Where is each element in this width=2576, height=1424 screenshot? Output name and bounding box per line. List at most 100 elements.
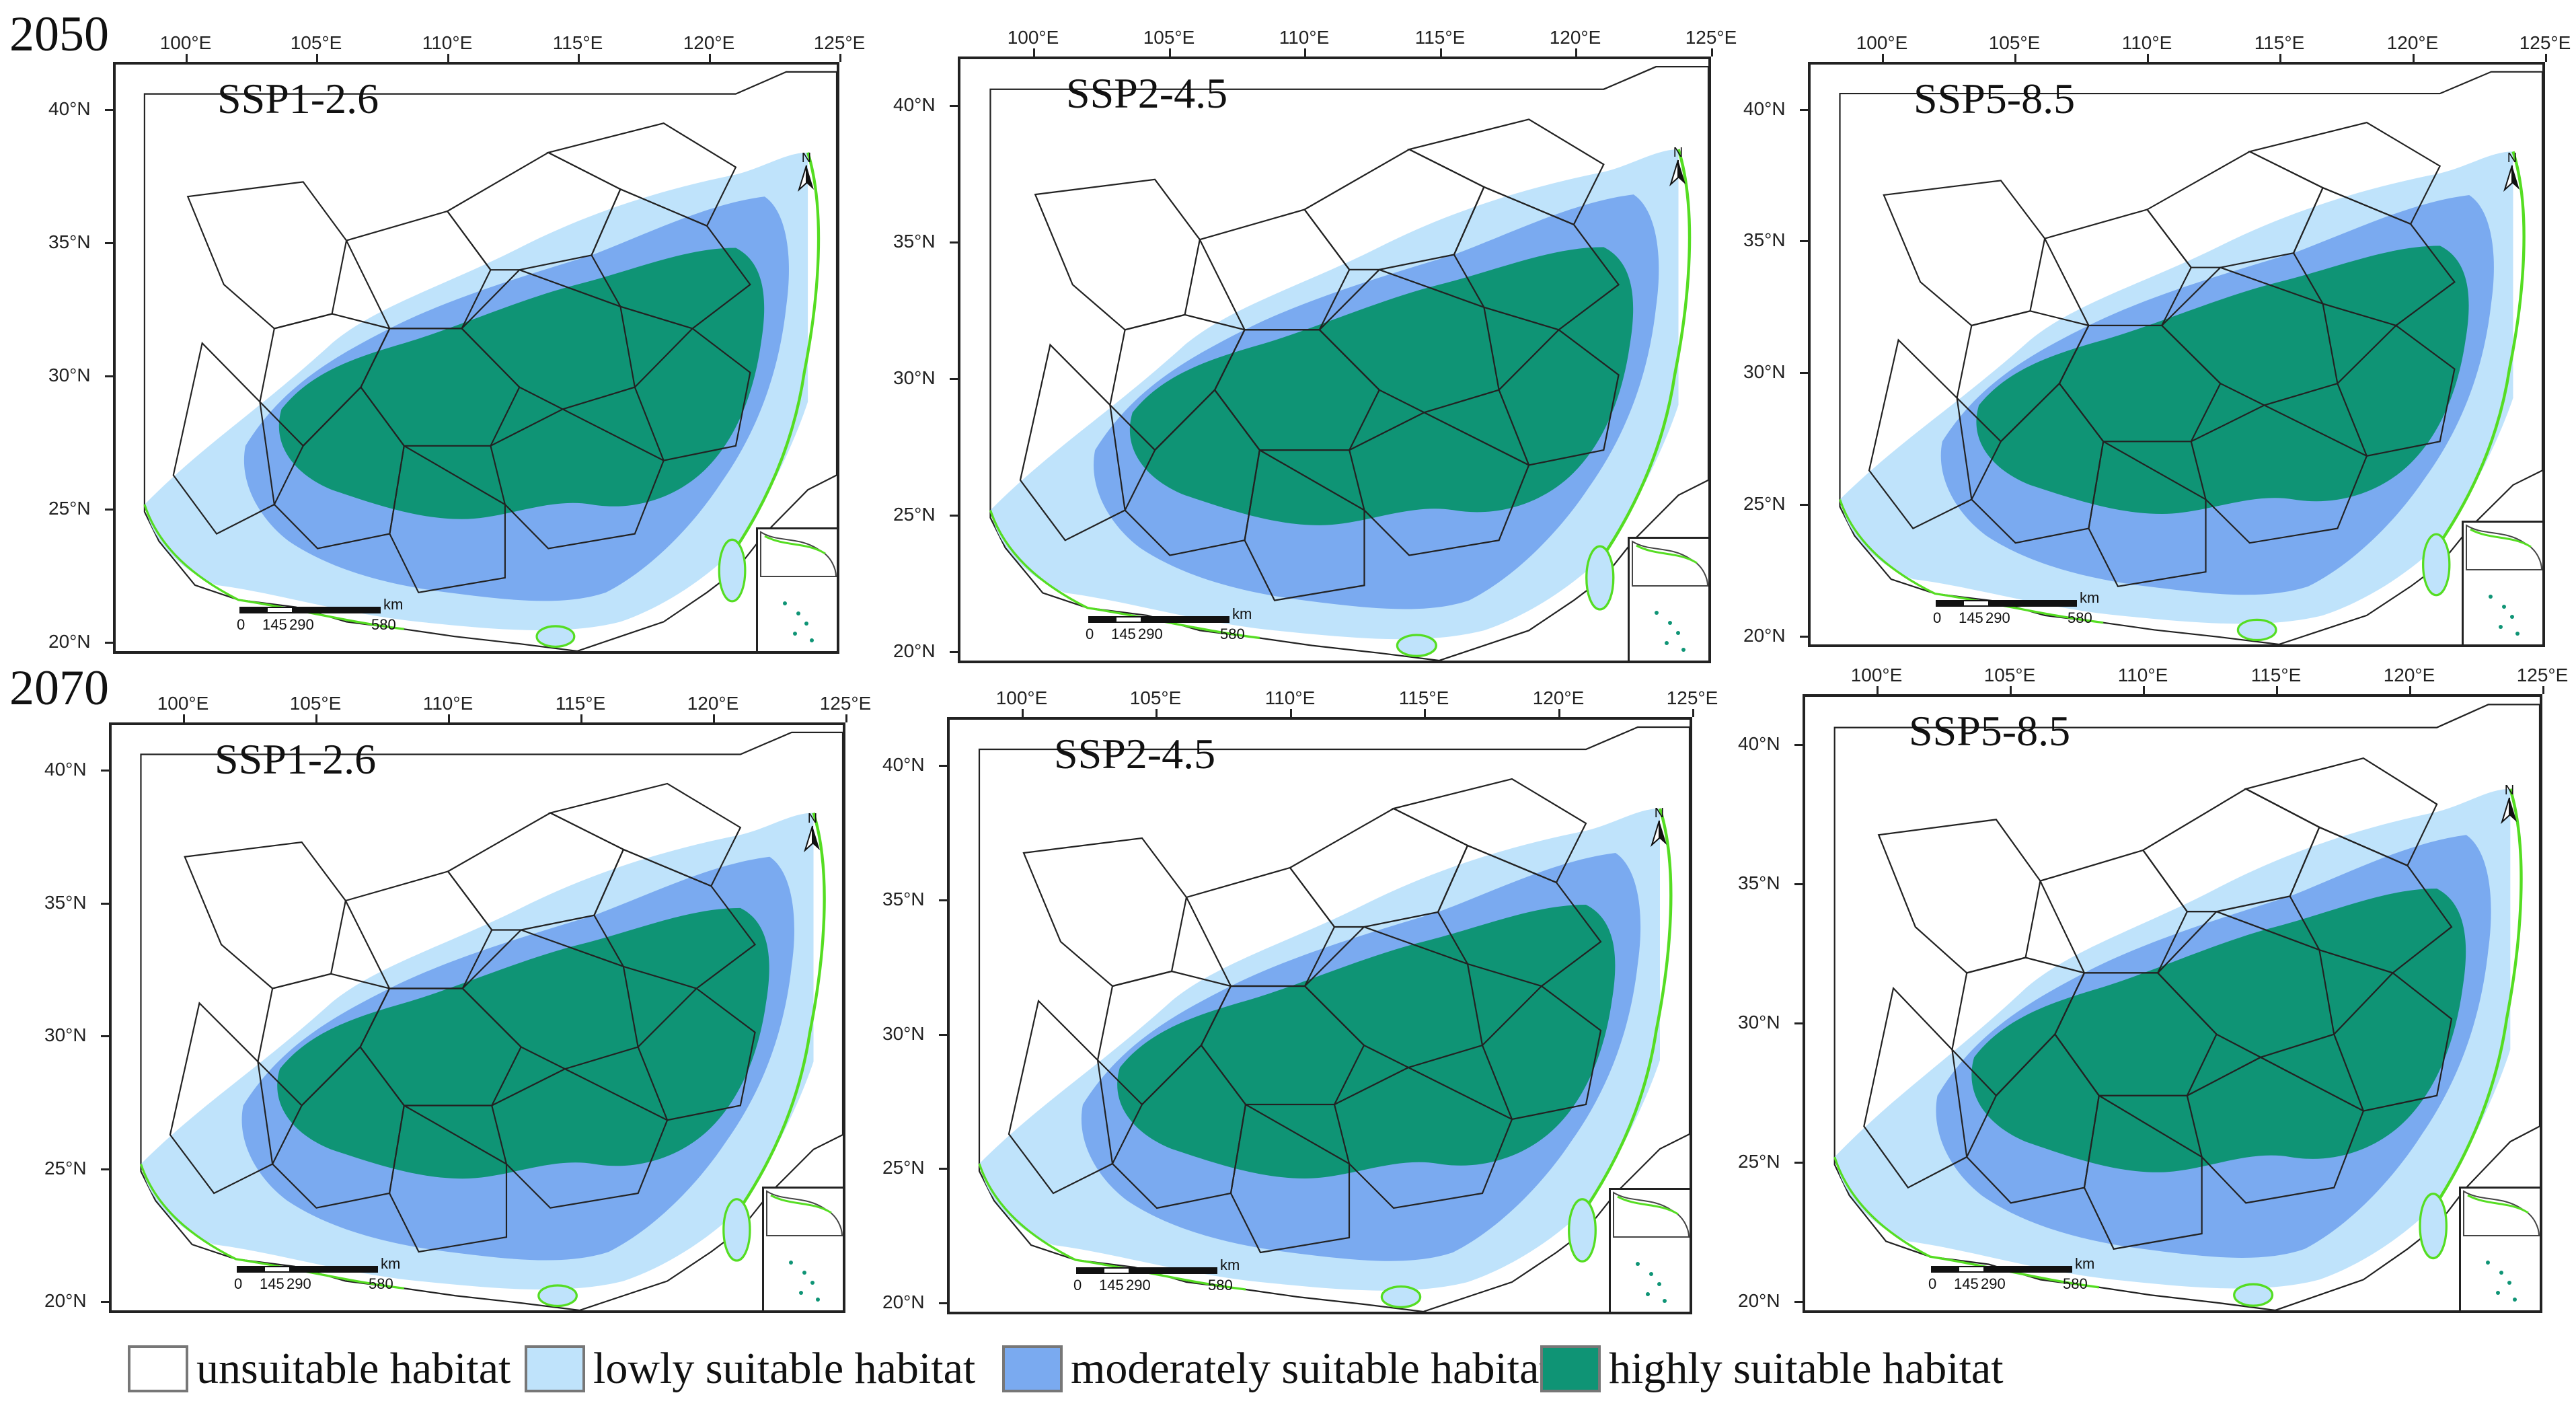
province-boundary — [1185, 866, 1336, 987]
longitude-tick — [315, 714, 317, 722]
longitude-label: 110°E — [422, 32, 473, 53]
latitude-tick — [1794, 1301, 1803, 1303]
longitude-tick — [316, 54, 318, 62]
province-boundary — [1868, 338, 1973, 529]
coastline — [139, 1163, 405, 1289]
latitude-tick — [1794, 744, 1803, 746]
province-boundary — [1244, 449, 1365, 601]
longitude-tick — [2413, 54, 2415, 62]
coastline — [1585, 808, 1673, 1209]
taiwan-island — [718, 538, 747, 603]
province-boundary — [344, 870, 493, 989]
latitude-label: 35°N — [893, 231, 936, 252]
region-highly-suitable — [1129, 247, 1634, 525]
scale-tick-label: 290 — [1985, 609, 2010, 626]
province-boundary — [1481, 985, 1602, 1121]
longitude-label: 105°E — [1988, 32, 2041, 53]
latitude-label: 30°N — [44, 1024, 87, 1045]
latitude-label: 30°N — [882, 1023, 925, 1044]
province-boundary — [169, 1002, 274, 1195]
north-arrow-icon: N — [2501, 151, 2524, 192]
province-boundary — [345, 210, 492, 330]
scale-tick-label: 290 — [1138, 626, 1163, 642]
longitude-tick — [2545, 54, 2547, 62]
hainan-island — [2236, 618, 2277, 642]
north-arrow-glyph — [803, 825, 820, 853]
longitude-tick — [1169, 48, 1171, 57]
province-boundary — [1407, 118, 1605, 226]
province-boundary — [546, 122, 737, 227]
longitude-label: 100°E — [1856, 32, 1908, 53]
scale-bar: 0 145 290 580 km — [234, 1255, 400, 1302]
longitude-label: 120°E — [2386, 32, 2439, 53]
scale-bar: 0 145 290 580 km — [1933, 589, 2099, 636]
latitude-label: 35°N — [1743, 229, 1786, 250]
latitude-tick — [101, 770, 109, 772]
longitude-label: 125°E — [813, 32, 866, 53]
scale-tick-label: 580 — [2063, 1275, 2088, 1292]
legend-swatch-lowly — [525, 1345, 585, 1392]
longitude-label: 125°E — [1685, 27, 1737, 48]
taiwan-island — [1585, 545, 1615, 611]
latitude-tick — [1794, 1162, 1803, 1164]
province-boundary — [172, 342, 276, 535]
taiwan-island — [722, 1198, 751, 1262]
north-arrow-icon: N — [1648, 806, 1671, 848]
legend-label-moderately: moderately suitable habitat — [1071, 1344, 1552, 1393]
longitude-label: 110°E — [2117, 665, 2168, 685]
longitude-label: 125°E — [2516, 665, 2569, 685]
legend-swatch-moderately — [1002, 1345, 1063, 1392]
scale-tick-label: 145 — [1954, 1275, 1979, 1292]
longitude-label: 105°E — [1143, 27, 1195, 48]
longitude-tick — [845, 714, 847, 722]
scale-bar-segment — [266, 607, 293, 613]
legend-item-highly: highly suitable habitat — [1540, 1339, 2004, 1399]
legend-swatch-highly — [1540, 1345, 1601, 1392]
longitude-tick — [1424, 709, 1426, 717]
north-arrow-icon: N — [2498, 783, 2521, 825]
scenario-label: SSP2-4.5 — [1066, 69, 1228, 117]
longitude-label: 115°E — [1398, 687, 1449, 708]
province-boundary — [389, 445, 506, 594]
region-highly-suitable — [1117, 905, 1616, 1178]
scale-tick-label: 145 — [262, 616, 287, 633]
longitude-tick — [2276, 686, 2278, 694]
legend-item-unsuitable: unsuitable habitat — [128, 1339, 510, 1399]
latitude-label: 25°N — [1738, 1151, 1780, 1172]
north-label: N — [1654, 806, 1665, 821]
inset-map — [2463, 1190, 2540, 1302]
latitude-tick — [101, 1301, 109, 1303]
scale-unit-label: km — [381, 1255, 401, 1272]
latitude-label: 40°N — [44, 759, 87, 780]
coastline — [2438, 151, 2526, 544]
latitude-label: 35°N — [48, 231, 91, 252]
latitude-label: 30°N — [893, 367, 936, 388]
latitude-label: 40°N — [1738, 733, 1780, 754]
map-panel: SSP1-2.6 N 0 145 290 580 km 100°E 105°E 110°E 115°… — [44, 693, 871, 1313]
latitude-label: 25°N — [1743, 493, 1786, 514]
latitude-label: 35°N — [44, 892, 87, 913]
latitude-tick — [101, 1168, 109, 1170]
north-label: N — [2507, 151, 2517, 165]
longitude-label: 125°E — [1666, 687, 1718, 708]
scenario-label: SSP1-2.6 — [217, 75, 379, 122]
scale-tick-label: 0 — [1073, 1277, 1082, 1294]
province-boundary — [1008, 999, 1114, 1195]
longitude-tick — [447, 54, 449, 62]
latitude-label: 40°N — [48, 98, 91, 119]
scenario-label: SSP2-4.5 — [1054, 730, 1216, 778]
longitude-tick — [1033, 48, 1035, 57]
south-china-sea-inset — [762, 1187, 843, 1310]
latitude-label: 30°N — [1738, 1012, 1780, 1033]
longitude-label: 100°E — [1850, 665, 1903, 685]
scale-tick-label: 145 — [1959, 609, 1983, 626]
north-arrow-glyph — [2500, 797, 2517, 825]
north-arrow-glyph — [1669, 159, 1685, 187]
scale-bar: 0 145 290 580 km — [1928, 1255, 2094, 1302]
scale-bar: 0 145 290 580 km — [1073, 1257, 1240, 1304]
map-frame: SSP5-8.5 N 0 145 290 580 km — [1803, 694, 2542, 1313]
latitude-tick — [105, 642, 113, 644]
longitude-label: 110°E — [2121, 32, 2172, 53]
hainan-island — [1380, 1285, 1422, 1309]
legend-label-unsuitable: unsuitable habitat — [196, 1344, 511, 1393]
